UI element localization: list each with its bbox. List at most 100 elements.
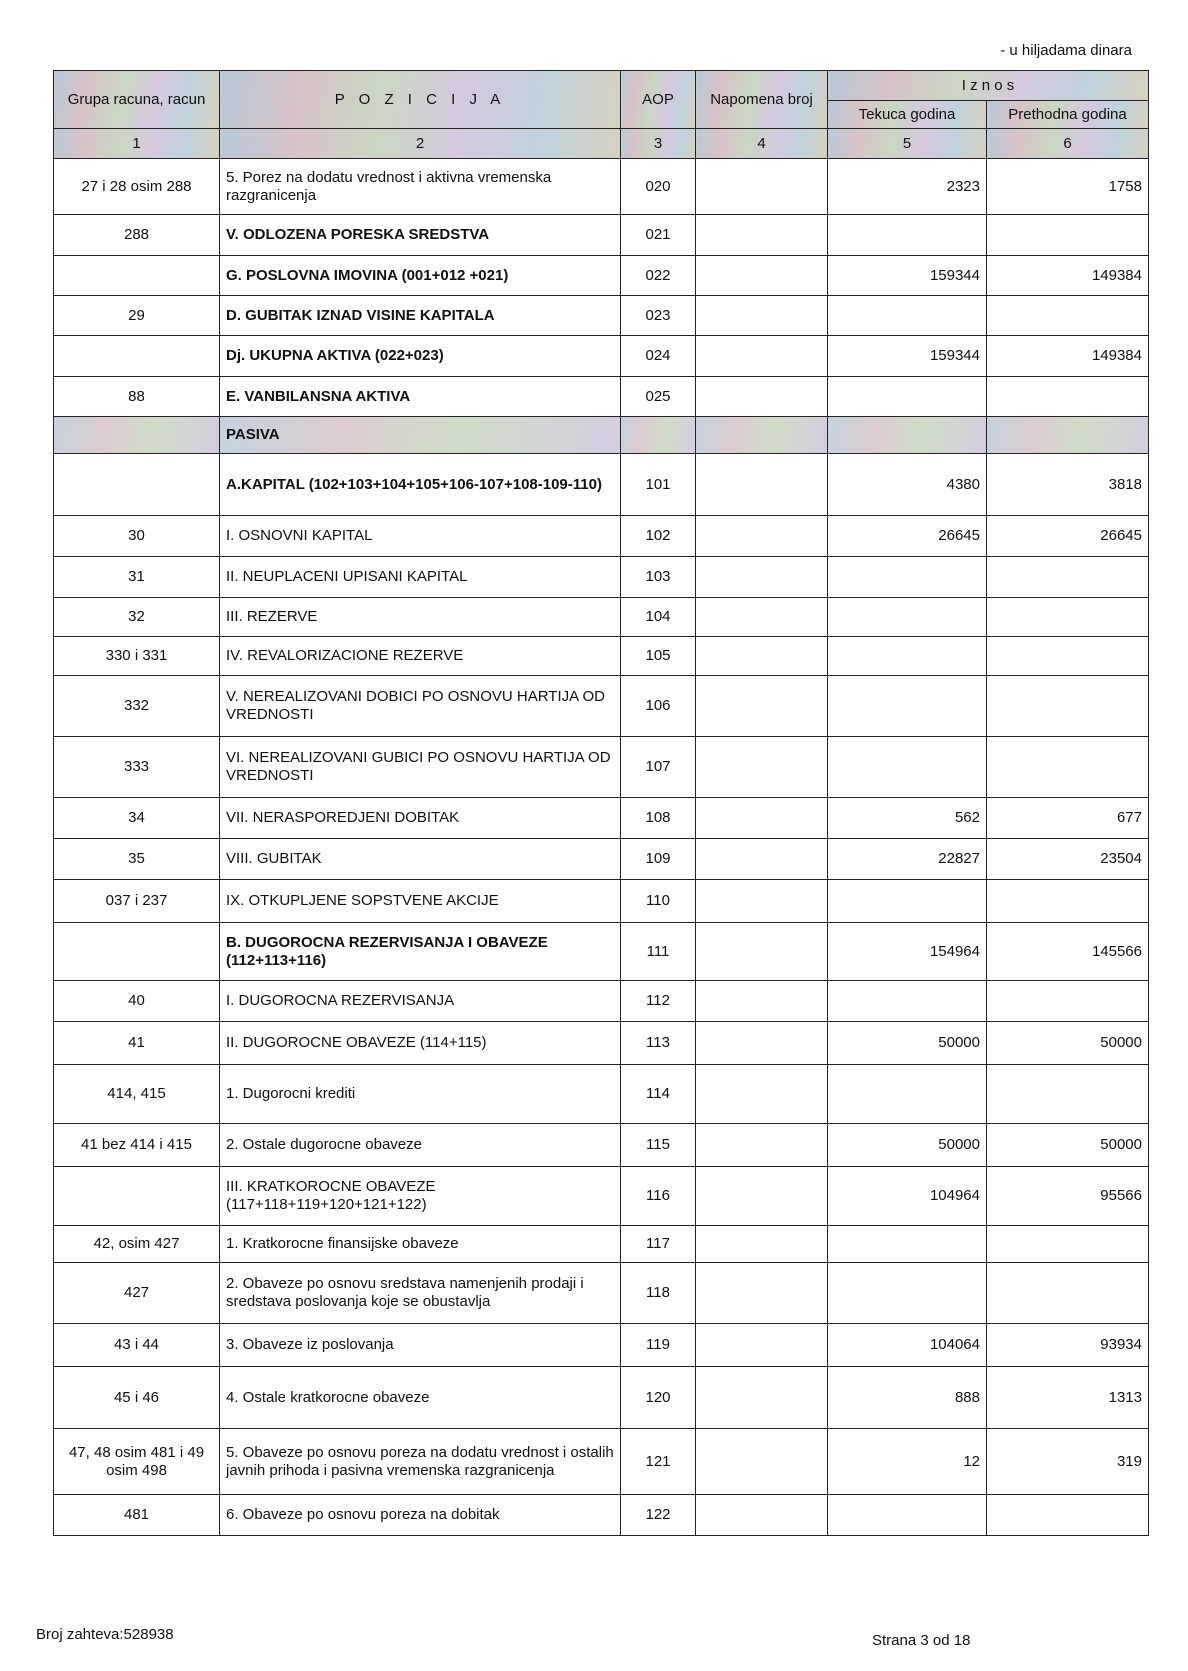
napomena-cell bbox=[695, 515, 828, 557]
tekuca-godina-cell bbox=[827, 879, 987, 923]
napomena-cell bbox=[695, 736, 828, 798]
grupa-cell: 43 i 44 bbox=[53, 1323, 220, 1367]
aop-cell: 025 bbox=[620, 376, 696, 417]
table-row: 288 V. ODLOZENA PORESKA SREDSTVA 021 bbox=[53, 214, 1149, 256]
prethodna-godina-cell: 145566 bbox=[986, 922, 1149, 981]
table-row: 414, 415 1. Dugorocni krediti 114 bbox=[53, 1064, 1149, 1124]
prethodna-godina-cell bbox=[986, 1225, 1149, 1263]
aop-cell: 122 bbox=[620, 1494, 696, 1536]
grupa-cell bbox=[53, 1166, 220, 1226]
pozicija-cell: D. GUBITAK IZNAD VISINE KAPITALA bbox=[219, 295, 621, 336]
pozicija-cell: Dj. UKUPNA AKTIVA (022+023) bbox=[219, 335, 621, 377]
aop-cell bbox=[620, 416, 696, 454]
aop-cell: 107 bbox=[620, 736, 696, 798]
pozicija-cell: I. DUGOROCNA REZERVISANJA bbox=[219, 980, 621, 1022]
napomena-cell bbox=[695, 158, 828, 215]
prethodna-godina-cell: 677 bbox=[986, 797, 1149, 839]
aop-cell: 104 bbox=[620, 597, 696, 637]
prethodna-godina-cell bbox=[986, 879, 1149, 923]
napomena-cell bbox=[695, 1262, 828, 1324]
napomena-cell bbox=[695, 1428, 828, 1495]
grupa-cell: 88 bbox=[53, 376, 220, 417]
balance-sheet-table: Grupa racuna, racun P O Z I C I J A AOP … bbox=[53, 70, 1149, 1536]
tekuca-godina-cell bbox=[827, 1494, 987, 1536]
tekuca-godina-cell: 26645 bbox=[827, 515, 987, 557]
tekuca-godina-cell: 22827 bbox=[827, 838, 987, 880]
grupa-cell: 35 bbox=[53, 838, 220, 880]
tekuca-godina-cell bbox=[827, 1225, 987, 1263]
napomena-cell bbox=[695, 1366, 828, 1429]
tekuca-godina-cell bbox=[827, 214, 987, 256]
aop-cell: 106 bbox=[620, 675, 696, 737]
napomena-cell bbox=[695, 453, 828, 516]
napomena-cell bbox=[695, 1225, 828, 1263]
grupa-cell: 41 bez 414 i 415 bbox=[53, 1123, 220, 1167]
grupa-cell bbox=[53, 922, 220, 981]
prethodna-godina-cell bbox=[986, 636, 1149, 676]
tekuca-godina-cell: 104964 bbox=[827, 1166, 987, 1226]
col-number: 6 bbox=[986, 128, 1149, 159]
table-row: 35 VIII. GUBITAK 109 22827 23504 bbox=[53, 838, 1149, 880]
pozicija-cell: 4. Ostale kratkorocne obaveze bbox=[219, 1366, 621, 1429]
aop-cell: 121 bbox=[620, 1428, 696, 1495]
grupa-cell: 29 bbox=[53, 295, 220, 336]
grupa-cell: 333 bbox=[53, 736, 220, 798]
table-row: 47, 48 osim 481 i 49 osim 498 5. Obaveze … bbox=[53, 1428, 1149, 1495]
pozicija-cell: IX. OTKUPLJENE SOPSTVENE AKCIJE bbox=[219, 879, 621, 923]
table-row: 333 VI. NEREALIZOVANI GUBICI PO OSNOVU HA… bbox=[53, 736, 1149, 798]
aop-cell: 023 bbox=[620, 295, 696, 336]
pozicija-cell: 2. Obaveze po osnovu sredstava namenjeni… bbox=[219, 1262, 621, 1324]
col-number: 2 bbox=[219, 128, 621, 159]
pozicija-cell: A.KAPITAL (102+103+104+105+106-107+108-1… bbox=[219, 453, 621, 516]
table-row: 481 6. Obaveze po osnovu poreza na dobita… bbox=[53, 1494, 1149, 1536]
tekuca-godina-cell: 888 bbox=[827, 1366, 987, 1429]
table-row: G. POSLOVNA IMOVINA (001+012 +021) 022 159… bbox=[53, 255, 1149, 296]
pozicija-cell: III. REZERVE bbox=[219, 597, 621, 637]
grupa-cell bbox=[53, 255, 220, 296]
grupa-cell bbox=[53, 335, 220, 377]
grupa-cell: 037 i 237 bbox=[53, 879, 220, 923]
prethodna-godina-cell bbox=[986, 214, 1149, 256]
tekuca-godina-cell bbox=[827, 675, 987, 737]
prethodna-godina-cell: 26645 bbox=[986, 515, 1149, 557]
tekuca-godina-cell bbox=[827, 416, 987, 454]
prethodna-godina-cell: 149384 bbox=[986, 255, 1149, 296]
pozicija-cell: V. NEREALIZOVANI DOBICI PO OSNOVU HARTIJ… bbox=[219, 675, 621, 737]
tekuca-godina-cell: 562 bbox=[827, 797, 987, 839]
col-number: 1 bbox=[53, 128, 220, 159]
prethodna-godina-cell: 149384 bbox=[986, 335, 1149, 377]
tekuca-godina-cell: 159344 bbox=[827, 255, 987, 296]
prethodna-godina-cell: 50000 bbox=[986, 1021, 1149, 1065]
aop-cell: 102 bbox=[620, 515, 696, 557]
pozicija-cell: 3. Obaveze iz poslovanja bbox=[219, 1323, 621, 1367]
col-number: 3 bbox=[620, 128, 696, 159]
aop-cell: 024 bbox=[620, 335, 696, 377]
pozicija-cell: II. DUGOROCNE OBAVEZE (114+115) bbox=[219, 1021, 621, 1065]
napomena-cell bbox=[695, 636, 828, 676]
napomena-cell bbox=[695, 879, 828, 923]
prethodna-godina-cell bbox=[986, 1064, 1149, 1124]
table-row: 45 i 46 4. Ostale kratkorocne obaveze 120 8… bbox=[53, 1366, 1149, 1429]
aop-cell: 114 bbox=[620, 1064, 696, 1124]
aop-cell: 115 bbox=[620, 1123, 696, 1167]
napomena-cell bbox=[695, 1323, 828, 1367]
napomena-cell bbox=[695, 597, 828, 637]
tekuca-godina-cell: 50000 bbox=[827, 1123, 987, 1167]
aop-cell: 022 bbox=[620, 255, 696, 296]
pozicija-cell: 6. Obaveze po osnovu poreza na dobitak bbox=[219, 1494, 621, 1536]
pozicija-cell: 1. Dugorocni krediti bbox=[219, 1064, 621, 1124]
napomena-cell bbox=[695, 1166, 828, 1226]
napomena-cell bbox=[695, 980, 828, 1022]
tekuca-godina-cell: 4380 bbox=[827, 453, 987, 516]
grupa-cell: 34 bbox=[53, 797, 220, 839]
grupa-cell: 41 bbox=[53, 1021, 220, 1065]
header-napomena: Napomena broj bbox=[695, 70, 828, 129]
napomena-cell bbox=[695, 1064, 828, 1124]
prethodna-godina-cell bbox=[986, 597, 1149, 637]
napomena-cell bbox=[695, 255, 828, 296]
pozicija-cell: I. OSNOVNI KAPITAL bbox=[219, 515, 621, 557]
grupa-cell bbox=[53, 453, 220, 516]
table-row: 332 V. NEREALIZOVANI DOBICI PO OSNOVU HAR… bbox=[53, 675, 1149, 737]
aop-cell: 110 bbox=[620, 879, 696, 923]
aop-cell: 113 bbox=[620, 1021, 696, 1065]
